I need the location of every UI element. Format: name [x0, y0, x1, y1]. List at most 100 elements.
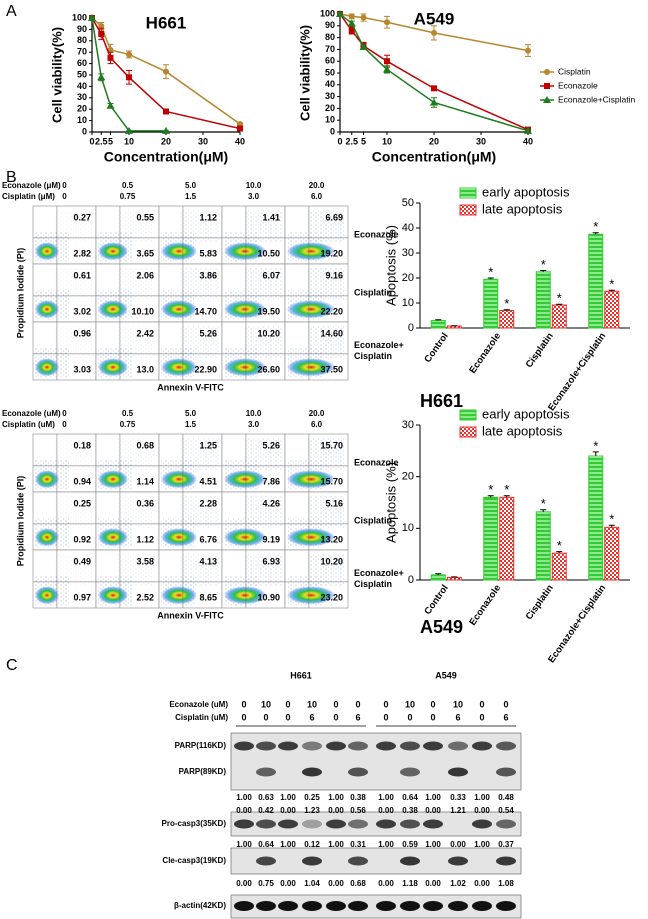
dose-value: 5.0: [185, 409, 197, 418]
row-label: Cisplatin: [354, 515, 392, 525]
band-quant: 0.48: [498, 793, 514, 802]
treatment-value: 0: [503, 699, 508, 709]
quadrant-value: 14.70: [194, 306, 217, 316]
quadrant-value: 2.82: [73, 248, 91, 258]
y-axis-label: Apoptosis (%): [383, 225, 398, 306]
quadrant-value: 14.60: [320, 328, 343, 338]
quadrant-value: 37.50: [320, 364, 343, 374]
band: [496, 741, 516, 751]
y-tick-label: 70: [325, 44, 335, 54]
dose-value: 0: [62, 420, 67, 429]
scatter-dots: [118, 326, 156, 358]
scatter-density: [224, 242, 266, 261]
x-axis-label: Concentration(μM): [104, 149, 228, 165]
legend-label: early apoptosis: [482, 184, 570, 199]
panel-label: C: [6, 657, 18, 674]
dose-value: 5.0: [185, 181, 197, 190]
band-quant: 0.00: [280, 879, 296, 888]
quadrant-value: 26.60: [257, 364, 280, 374]
scatter-dots: [55, 326, 93, 358]
treatment-value: 0: [263, 712, 268, 722]
y-tick-label: 80: [77, 35, 87, 45]
band: [400, 819, 420, 829]
y-tick-label: 70: [77, 47, 87, 57]
scatter-density: [287, 300, 335, 319]
dose-value: 10.0: [246, 181, 262, 190]
y-tick-label: 0: [82, 126, 87, 136]
quadrant-value: 15.70: [320, 440, 343, 450]
scatter-density: [98, 586, 128, 605]
band: [376, 741, 396, 751]
y-tick-label: 40: [402, 222, 414, 234]
error-bar: [503, 309, 510, 311]
x-tick-label: 20: [161, 136, 171, 146]
marker: [237, 125, 243, 132]
scatter-density: [98, 528, 128, 547]
marker: [384, 58, 390, 65]
scatter-dots: [307, 268, 345, 300]
quadrant-value: 10.20: [320, 556, 343, 566]
marker: [525, 47, 531, 54]
quadrant-value: 0.55: [136, 212, 154, 222]
band-quant: 1.00: [280, 793, 296, 802]
y-tick-label: 10: [402, 297, 414, 309]
error-bar: [540, 509, 547, 512]
significance: *: [541, 496, 546, 511]
scatter-dots: [307, 438, 345, 470]
x-tick-label: Econazole+Cisplatin: [546, 331, 608, 413]
band: [278, 741, 298, 751]
dose-value: 0: [62, 409, 67, 418]
legend-label: Cisplatin: [558, 66, 591, 76]
band: [256, 901, 276, 911]
y-axis-label: Propidium Iodide (PI): [15, 248, 25, 339]
band: [472, 901, 492, 911]
band-quant: 0.00: [474, 806, 490, 815]
y-tick-label: 90: [325, 20, 335, 30]
legend-label: late apoptosis: [482, 423, 563, 438]
band-quant: 0.00: [328, 879, 344, 888]
marker: [97, 73, 106, 81]
quadrant-value: 0.36: [136, 498, 154, 508]
band-quant: 1.04: [304, 879, 320, 888]
band: [302, 819, 322, 829]
scatter-dots: [55, 268, 93, 300]
row-label: Econazole+: [354, 340, 404, 350]
x-tick-label: 2.5: [345, 136, 358, 146]
scatter-dots: [181, 554, 219, 586]
band-quant: 0.00: [425, 806, 441, 815]
significance: *: [609, 512, 614, 527]
band: [302, 767, 322, 777]
bar: [604, 290, 620, 329]
quadrant-value: 0.61: [73, 270, 91, 280]
dose-label: Cisplatin (μM): [2, 192, 55, 201]
band-quant: 1.08: [498, 879, 514, 888]
bar: [499, 310, 515, 329]
dose-value: 20.0: [309, 409, 325, 418]
error-bar: [556, 551, 563, 554]
y-tick-label: 10: [402, 522, 414, 534]
treatment-value: 0: [479, 712, 484, 722]
band: [348, 819, 368, 829]
quadrant-value: 3.03: [73, 364, 91, 374]
band-quant: 1.00: [328, 793, 344, 802]
scatter-dots: [307, 326, 345, 358]
x-tick-label: Econazole: [467, 583, 503, 628]
quadrant-value: 15.70: [320, 476, 343, 486]
row-label: Econazole+: [354, 568, 404, 578]
band: [348, 741, 368, 751]
dose-value: 0: [62, 192, 67, 201]
x-tick-label: 10: [382, 136, 392, 146]
bar: [604, 526, 620, 581]
cell-line-label: H661: [420, 391, 463, 411]
scatter-dots: [244, 496, 282, 528]
cell-line-label: A549: [420, 617, 463, 637]
error-bar: [592, 451, 599, 456]
treatment-label: Cisplatin (uM): [175, 713, 228, 722]
blot: [230, 732, 522, 791]
scatter-density: [35, 586, 59, 605]
band: [448, 856, 468, 866]
legend-swatch: [459, 426, 477, 438]
error-bar: [487, 495, 494, 498]
marker: [359, 43, 368, 51]
scatter-dots: [55, 210, 93, 242]
